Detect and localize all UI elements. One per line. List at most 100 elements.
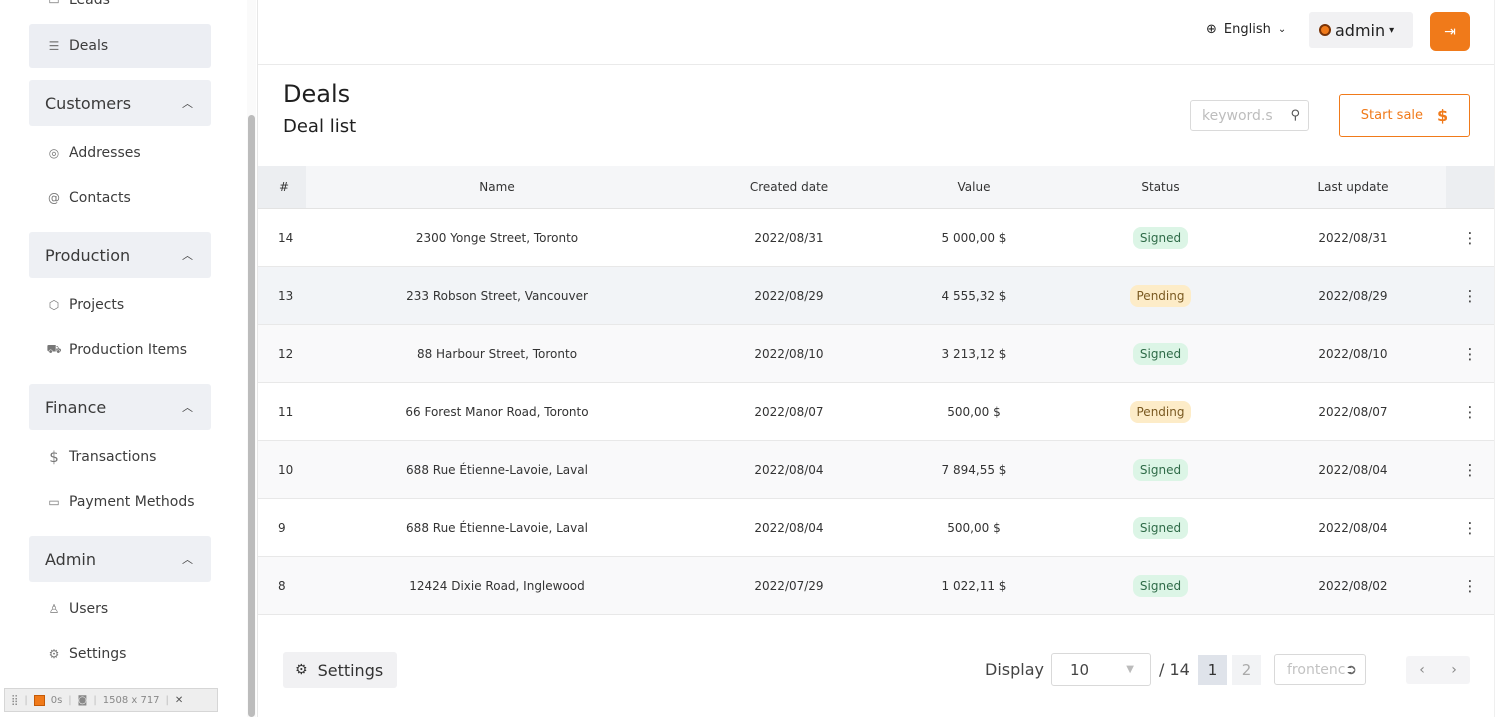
sidebar-item-payment-methods[interactable]: ▭ Payment Methods <box>29 480 211 524</box>
page-scrollbar-track[interactable] <box>1494 0 1508 717</box>
more-options-icon[interactable]: ⋮ <box>1462 286 1478 305</box>
sidebar-item-users[interactable]: ♙ Users <box>29 587 211 631</box>
column-header-status[interactable]: Status <box>1141 180 1180 194</box>
cell-status: Pending <box>1058 267 1263 324</box>
status-badge: Signed <box>1132 516 1189 539</box>
table-settings-button[interactable]: ⚙ Settings <box>283 652 397 688</box>
truck-icon: ⛟ <box>46 342 62 356</box>
sidebar-item-production-items[interactable]: ⛟ Production Items <box>29 328 211 372</box>
chevron-down-icon: ⌄ <box>1277 24 1287 35</box>
more-options-icon[interactable]: ⋮ <box>1462 518 1478 537</box>
more-options-icon[interactable]: ⋮ <box>1462 344 1478 363</box>
cell-status: Signed <box>1058 325 1263 382</box>
chevron-up-icon: ︿ <box>182 401 193 414</box>
table-row[interactable]: 14 2300 Yonge Street, Toronto 2022/08/31… <box>258 209 1494 267</box>
cell-last-update: 2022/08/02 <box>1318 578 1388 593</box>
table-row[interactable]: 11 66 Forest Manor Road, Toronto 2022/08… <box>258 383 1494 441</box>
separator: | <box>165 694 169 706</box>
page-size-value: 10 <box>1070 660 1090 679</box>
chevron-right-icon[interactable]: › <box>1451 662 1457 678</box>
cell-created-date: 2022/08/29 <box>754 288 824 303</box>
sidebar: ▭ Leads ☰ Deals Customers ︿ ◎ Addresses … <box>0 0 258 717</box>
sidebar-group-finance[interactable]: Finance ︿ <box>29 384 211 430</box>
cell-id: 14 <box>278 230 294 245</box>
user-menu-button[interactable]: admin ▾ <box>1309 12 1413 48</box>
column-header-id[interactable]: # <box>258 166 306 208</box>
cell-last-update: 2022/08/04 <box>1318 462 1388 477</box>
camera-icon[interactable]: ◙ <box>77 694 88 706</box>
table-row[interactable]: 8 12424 Dixie Road, Inglewood 2022/07/29… <box>258 557 1494 615</box>
caret-down-icon: ▾ <box>1389 24 1395 36</box>
table-row[interactable]: 13 233 Robson Street, Vancouver 2022/08/… <box>258 267 1494 325</box>
page-title: Deals <box>283 80 351 108</box>
sidebar-item-label: Transactions <box>69 449 157 465</box>
box-icon: ⬡ <box>48 298 60 312</box>
sidebar-item-addresses[interactable]: ◎ Addresses <box>29 131 211 175</box>
sidebar-item-contacts[interactable]: @ Contacts <box>29 176 211 220</box>
sidebar-item-label: Leads <box>69 0 110 8</box>
chevron-left-icon[interactable]: ‹ <box>1419 662 1425 678</box>
column-header-created-date[interactable]: Created date <box>749 180 829 194</box>
more-options-icon[interactable]: ⋮ <box>1462 402 1478 421</box>
cell-status: Signed <box>1058 557 1263 614</box>
column-header-value[interactable]: Value <box>957 180 991 194</box>
page-size-select[interactable]: 10 ▼ <box>1051 653 1151 686</box>
close-icon[interactable]: ✕ <box>174 694 184 706</box>
more-options-icon[interactable]: ⋮ <box>1462 460 1478 479</box>
sidebar-item-transactions[interactable]: $ Transactions <box>29 435 211 479</box>
column-header-name[interactable]: Name <box>479 180 515 194</box>
sidebar-item-label: Projects <box>69 297 125 313</box>
avatar <box>1319 24 1331 36</box>
dollar-icon: $ <box>49 448 59 466</box>
sidebar-scrollbar-thumb[interactable] <box>248 115 255 717</box>
sidebar-group-customers[interactable]: Customers ︿ <box>29 80 211 126</box>
drag-handle-icon[interactable]: ⣿ <box>11 694 19 706</box>
record-icon[interactable] <box>33 694 45 706</box>
table-row[interactable]: 12 88 Harbour Street, Toronto 2022/08/10… <box>258 325 1494 383</box>
cell-id: 9 <box>278 520 286 535</box>
language-label: English <box>1223 22 1271 37</box>
more-options-icon[interactable]: ⋮ <box>1462 576 1478 595</box>
sidebar-item-leads[interactable]: ▭ Leads <box>29 0 211 22</box>
language-selector[interactable]: ⊕ English ⌄ <box>1206 22 1286 37</box>
sidebar-item-projects[interactable]: ⬡ Projects <box>29 283 211 327</box>
cell-created-date: 2022/08/31 <box>754 230 824 245</box>
cell-name: 233 Robson Street, Vancouver <box>406 288 588 303</box>
sidebar-group-production[interactable]: Production ︿ <box>29 232 211 278</box>
card-icon: ▭ <box>48 495 60 509</box>
arrow-right-circle-icon[interactable]: ➲ <box>1345 661 1357 678</box>
sidebar-item-label: Production Items <box>69 342 188 358</box>
cell-value: 7 894,55 $ <box>941 462 1007 477</box>
table-row[interactable]: 9 688 Rue Étienne-Lavoie, Laval 2022/08/… <box>258 499 1494 557</box>
table-row[interactable]: 10 688 Rue Étienne-Lavoie, Laval 2022/08… <box>258 441 1494 499</box>
status-badge: Signed <box>1132 226 1189 249</box>
globe-icon: ⊕ <box>1206 22 1217 37</box>
logout-button[interactable]: ⇥ <box>1430 12 1470 51</box>
cell-id: 8 <box>278 578 286 593</box>
page-button-1[interactable]: 1 <box>1198 655 1227 685</box>
goto-page-input[interactable]: frontenc ➲ <box>1274 654 1366 685</box>
cell-value: 1 022,11 $ <box>941 578 1007 593</box>
goto-placeholder: frontenc <box>1287 661 1346 678</box>
viewport-size: 1508 x 717 <box>102 694 160 706</box>
cell-created-date: 2022/08/07 <box>754 404 824 419</box>
more-options-icon[interactable]: ⋮ <box>1462 228 1478 247</box>
sidebar-group-admin[interactable]: Admin ︿ <box>29 536 211 582</box>
sidebar-item-deals[interactable]: ☰ Deals <box>29 24 211 68</box>
start-sale-button[interactable]: Start sale $ <box>1339 94 1470 137</box>
status-badge: Signed <box>1132 574 1189 597</box>
page-button-2[interactable]: 2 <box>1232 655 1261 685</box>
group-label: Admin <box>45 549 96 569</box>
total-count: / 14 <box>1159 660 1190 679</box>
search-input[interactable]: keyword.s ⚲ <box>1190 100 1309 131</box>
column-header-last-update[interactable]: Last update <box>1317 180 1389 194</box>
cell-last-update: 2022/08/31 <box>1318 230 1388 245</box>
cell-value: 500,00 $ <box>947 520 1001 535</box>
gear-icon: ⚙ <box>48 647 60 661</box>
cell-name: 688 Rue Étienne-Lavoie, Laval <box>406 462 588 477</box>
logout-icon: ⇥ <box>1444 23 1456 40</box>
deals-table: # Name Created date Value Status Last up… <box>258 166 1494 615</box>
sidebar-item-settings[interactable]: ⚙ Settings <box>29 632 211 676</box>
cell-status: Pending <box>1058 383 1263 440</box>
cell-id: 13 <box>278 288 294 303</box>
